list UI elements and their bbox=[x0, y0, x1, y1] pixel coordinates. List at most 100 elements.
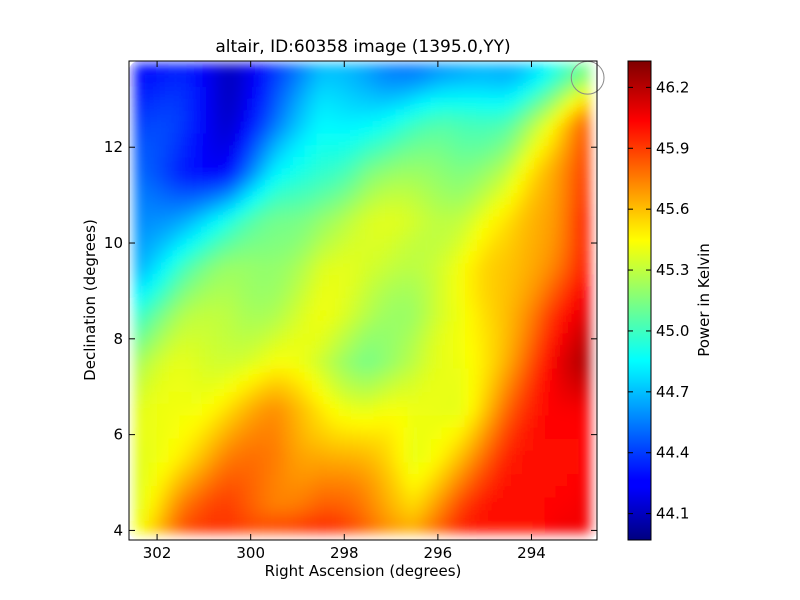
heatmap-cell bbox=[167, 262, 180, 276]
heatmap-cell bbox=[167, 321, 180, 334]
heatmap-cell bbox=[407, 462, 420, 475]
heatmap-cell bbox=[441, 474, 454, 487]
heatmap-cell bbox=[430, 122, 443, 135]
heatmap-cell bbox=[555, 192, 568, 205]
heatmap-cell bbox=[373, 145, 386, 158]
heatmap-cell bbox=[453, 274, 466, 287]
heatmap-cell bbox=[407, 521, 420, 534]
heatmap-cell bbox=[510, 110, 523, 123]
heatmap-cell bbox=[179, 251, 192, 264]
heatmap-cell bbox=[293, 262, 306, 276]
heatmap-cell bbox=[304, 86, 317, 100]
heatmap-cell bbox=[259, 474, 272, 487]
heatmap-cell bbox=[567, 227, 580, 241]
heatmap-cell bbox=[441, 509, 454, 522]
heatmap-cell bbox=[441, 180, 454, 194]
heatmap-cell bbox=[293, 415, 306, 428]
heatmap-cell bbox=[293, 391, 306, 405]
heatmap-cell bbox=[498, 169, 511, 182]
heatmap-cell bbox=[316, 110, 329, 123]
heatmap-cell bbox=[236, 427, 249, 440]
heatmap-cell bbox=[236, 309, 249, 323]
heatmap-cell bbox=[396, 321, 409, 334]
heatmap-cell bbox=[567, 521, 580, 534]
heatmap-cell bbox=[224, 403, 237, 417]
heatmap-cell bbox=[247, 192, 260, 205]
heatmap-cell bbox=[133, 169, 146, 182]
heatmap-cell bbox=[281, 333, 294, 346]
heatmap-cell bbox=[510, 75, 523, 88]
heatmap-cell bbox=[133, 380, 146, 393]
heatmap-cell bbox=[418, 133, 431, 147]
heatmap-cell bbox=[567, 368, 580, 381]
heatmap-cell bbox=[384, 86, 397, 100]
heatmap-cell bbox=[373, 438, 386, 452]
heatmap-cell bbox=[453, 251, 466, 264]
heatmap-cell bbox=[361, 427, 374, 440]
heatmap-cell bbox=[475, 474, 488, 487]
heatmap-cell bbox=[555, 509, 568, 522]
heatmap-cell bbox=[327, 427, 340, 440]
heatmap-cell bbox=[532, 122, 545, 135]
heatmap-cell bbox=[190, 98, 203, 111]
heatmap-cell bbox=[384, 427, 397, 440]
heatmap-cell bbox=[339, 133, 352, 147]
heatmap-cell bbox=[281, 145, 294, 158]
heatmap-cell bbox=[167, 298, 180, 311]
heatmap-cell bbox=[339, 145, 352, 158]
heatmap-cell bbox=[510, 509, 523, 522]
heatmap-cell bbox=[407, 380, 420, 393]
heatmap-cell bbox=[247, 497, 260, 510]
heatmap-cell bbox=[544, 169, 557, 182]
heatmap-cell bbox=[327, 462, 340, 475]
heatmap-cell bbox=[339, 215, 352, 229]
heatmap-cell bbox=[145, 427, 158, 440]
heatmap-cell bbox=[167, 227, 180, 241]
heatmap-cell bbox=[327, 133, 340, 147]
heatmap-cell bbox=[259, 98, 272, 111]
heatmap-cell bbox=[202, 192, 215, 205]
heatmap-cell bbox=[224, 63, 237, 76]
heatmap-cell bbox=[247, 345, 260, 358]
heatmap-cell bbox=[532, 239, 545, 252]
heatmap-cell bbox=[304, 345, 317, 358]
heatmap-cell bbox=[259, 403, 272, 417]
heatmap-cell bbox=[145, 239, 158, 252]
heatmap-cell bbox=[133, 86, 146, 100]
heatmap-cell bbox=[167, 192, 180, 205]
heatmap-cell bbox=[430, 75, 443, 88]
heatmap-cell bbox=[293, 227, 306, 241]
heatmap-cell bbox=[441, 438, 454, 452]
heatmap-cell bbox=[190, 133, 203, 147]
heatmap-cell bbox=[441, 521, 454, 534]
heatmap-cell bbox=[236, 474, 249, 487]
heatmap-cell bbox=[441, 169, 454, 182]
heatmap-cell bbox=[304, 450, 317, 464]
heatmap-cell bbox=[293, 403, 306, 417]
heatmap-cell bbox=[361, 180, 374, 194]
heatmap-cell bbox=[430, 133, 443, 147]
heatmap-cell bbox=[202, 169, 215, 182]
heatmap-cell bbox=[396, 110, 409, 123]
heatmap-cell bbox=[396, 309, 409, 323]
heatmap-cell bbox=[339, 391, 352, 405]
heatmap-cell bbox=[133, 298, 146, 311]
heatmap-cell bbox=[475, 239, 488, 252]
heatmap-cell bbox=[578, 380, 591, 393]
heatmap-cell bbox=[441, 356, 454, 370]
heatmap-cell bbox=[327, 75, 340, 88]
heatmap-cell bbox=[361, 122, 374, 135]
heatmap-cell bbox=[190, 298, 203, 311]
heatmap-cell bbox=[453, 415, 466, 428]
heatmap-cell bbox=[361, 509, 374, 522]
heatmap-cell bbox=[339, 403, 352, 417]
heatmap-cell bbox=[578, 321, 591, 334]
heatmap-cell bbox=[259, 415, 272, 428]
heatmap-cell bbox=[179, 427, 192, 440]
heatmap-cell bbox=[156, 497, 169, 510]
heatmap-cell bbox=[236, 215, 249, 229]
heatmap-cell bbox=[259, 274, 272, 287]
heatmap-cell bbox=[339, 450, 352, 464]
heatmap-cell bbox=[578, 368, 591, 381]
heatmap-cell bbox=[475, 204, 488, 217]
